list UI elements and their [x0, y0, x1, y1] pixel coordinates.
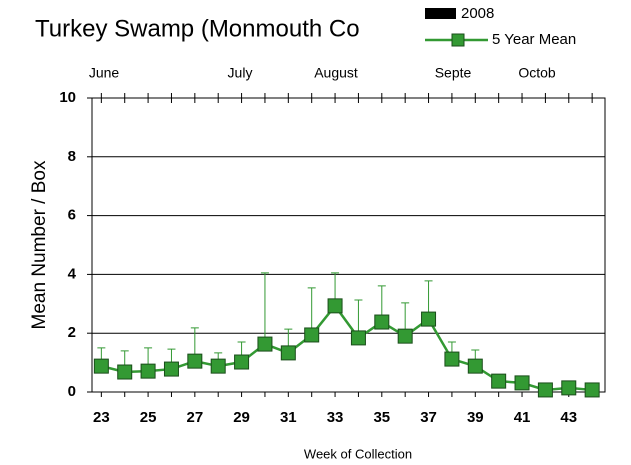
data-point [467, 358, 483, 374]
data-point [397, 328, 413, 344]
data-point [117, 364, 133, 380]
error-bar [307, 287, 316, 335]
x-tick-label: 29 [233, 409, 250, 426]
x-tick-label: 39 [467, 409, 484, 426]
legend-label: 5 Year Mean [492, 31, 576, 48]
month-label: July [228, 65, 253, 81]
x-tick-label: 33 [327, 409, 344, 426]
data-point [234, 354, 250, 370]
x-tick-label: 35 [373, 409, 390, 426]
data-point [374, 314, 390, 330]
data-point [561, 380, 577, 396]
y-tick-label: 4 [68, 265, 77, 282]
x-axis-label: Week of Collection [304, 446, 412, 461]
data-point [584, 382, 600, 398]
data-point [514, 375, 530, 391]
y-axis-label: Mean Number / Box [29, 160, 50, 329]
series-line [101, 303, 593, 392]
legend-marker [451, 33, 465, 47]
error-bar [260, 272, 269, 345]
data-point [444, 351, 460, 367]
data-point [93, 358, 109, 374]
month-label: August [314, 65, 358, 81]
data-point [421, 311, 437, 327]
y-tick-label: 2 [68, 324, 76, 341]
y-tick-label: 0 [68, 383, 76, 400]
x-tick-label: 23 [93, 409, 110, 426]
y-tick-label: 10 [59, 89, 76, 106]
data-point [280, 345, 296, 361]
data-point [350, 330, 366, 346]
data-point [327, 298, 343, 314]
data-point [491, 373, 507, 389]
data-point [140, 363, 156, 379]
x-tick-label: 37 [420, 409, 437, 426]
month-label: Octob [518, 65, 556, 81]
data-point [210, 358, 226, 374]
y-tick-label: 8 [68, 148, 76, 165]
x-tick-label: 27 [186, 409, 203, 426]
plot-frame [91, 97, 606, 393]
legend-swatch [425, 8, 456, 19]
x-tick-label: 31 [280, 409, 297, 426]
data-point [304, 327, 320, 343]
month-label: June [89, 65, 120, 81]
month-label: Septe [435, 65, 472, 81]
x-tick-label: 25 [140, 409, 157, 426]
y-tick-label: 6 [68, 207, 76, 224]
data-point [163, 361, 179, 377]
chart-title: Turkey Swamp (Monmouth Co [35, 15, 360, 42]
data-point [537, 382, 553, 398]
legend-label: 2008 [461, 5, 494, 22]
x-tick-label: 43 [560, 409, 577, 426]
data-point [187, 353, 203, 369]
x-tick-label: 41 [514, 409, 531, 426]
data-point [257, 336, 273, 352]
